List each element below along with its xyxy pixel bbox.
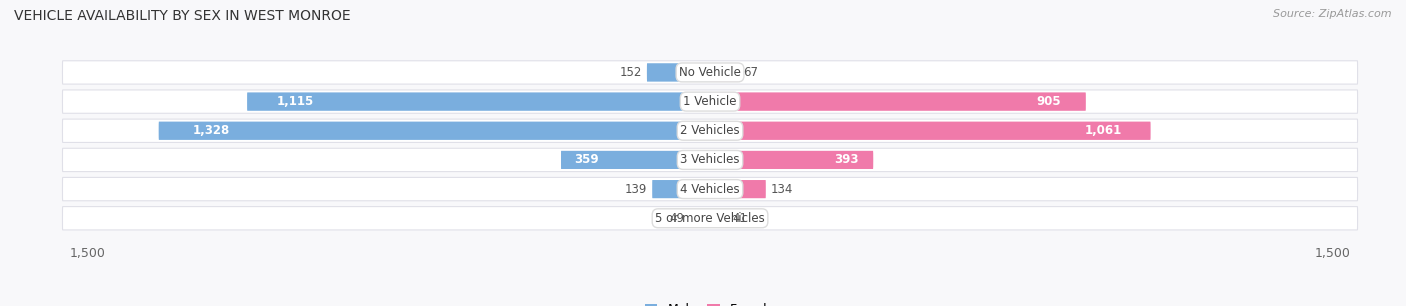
FancyBboxPatch shape [159,122,710,140]
FancyBboxPatch shape [62,61,1358,84]
Text: 2 Vehicles: 2 Vehicles [681,124,740,137]
Text: 152: 152 [620,66,643,79]
Text: 1 Vehicle: 1 Vehicle [683,95,737,108]
FancyBboxPatch shape [710,122,1150,140]
Text: 359: 359 [575,153,599,166]
Text: 1,061: 1,061 [1085,124,1122,137]
FancyBboxPatch shape [561,151,710,169]
FancyBboxPatch shape [710,92,1085,111]
Text: 4 Vehicles: 4 Vehicles [681,183,740,196]
Text: 67: 67 [742,66,758,79]
Text: 1,328: 1,328 [193,124,229,137]
Text: 49: 49 [669,212,685,225]
Legend: Male, Female: Male, Female [645,304,775,306]
Text: 134: 134 [770,183,793,196]
Text: Source: ZipAtlas.com: Source: ZipAtlas.com [1274,9,1392,19]
FancyBboxPatch shape [690,209,710,227]
Text: 5 or more Vehicles: 5 or more Vehicles [655,212,765,225]
FancyBboxPatch shape [247,92,710,111]
FancyBboxPatch shape [710,209,727,227]
FancyBboxPatch shape [710,151,873,169]
FancyBboxPatch shape [710,180,766,198]
Text: No Vehicle: No Vehicle [679,66,741,79]
FancyBboxPatch shape [159,122,710,140]
FancyBboxPatch shape [652,180,710,198]
FancyBboxPatch shape [710,209,727,227]
FancyBboxPatch shape [710,180,766,198]
FancyBboxPatch shape [710,92,1085,111]
FancyBboxPatch shape [710,151,873,169]
FancyBboxPatch shape [62,148,1358,172]
FancyBboxPatch shape [62,207,1358,230]
FancyBboxPatch shape [710,122,1150,140]
FancyBboxPatch shape [561,151,710,169]
Text: 905: 905 [1036,95,1060,108]
FancyBboxPatch shape [647,63,710,81]
FancyBboxPatch shape [62,177,1358,201]
FancyBboxPatch shape [690,209,710,227]
FancyBboxPatch shape [710,63,738,81]
Text: VEHICLE AVAILABILITY BY SEX IN WEST MONROE: VEHICLE AVAILABILITY BY SEX IN WEST MONR… [14,9,350,23]
Text: 41: 41 [733,212,747,225]
FancyBboxPatch shape [62,90,1358,113]
FancyBboxPatch shape [647,63,710,81]
Text: 1,115: 1,115 [277,95,314,108]
FancyBboxPatch shape [247,92,710,111]
FancyBboxPatch shape [710,63,738,81]
Text: 139: 139 [626,183,647,196]
FancyBboxPatch shape [652,180,710,198]
Text: 393: 393 [834,153,859,166]
FancyBboxPatch shape [62,119,1358,142]
Text: 3 Vehicles: 3 Vehicles [681,153,740,166]
